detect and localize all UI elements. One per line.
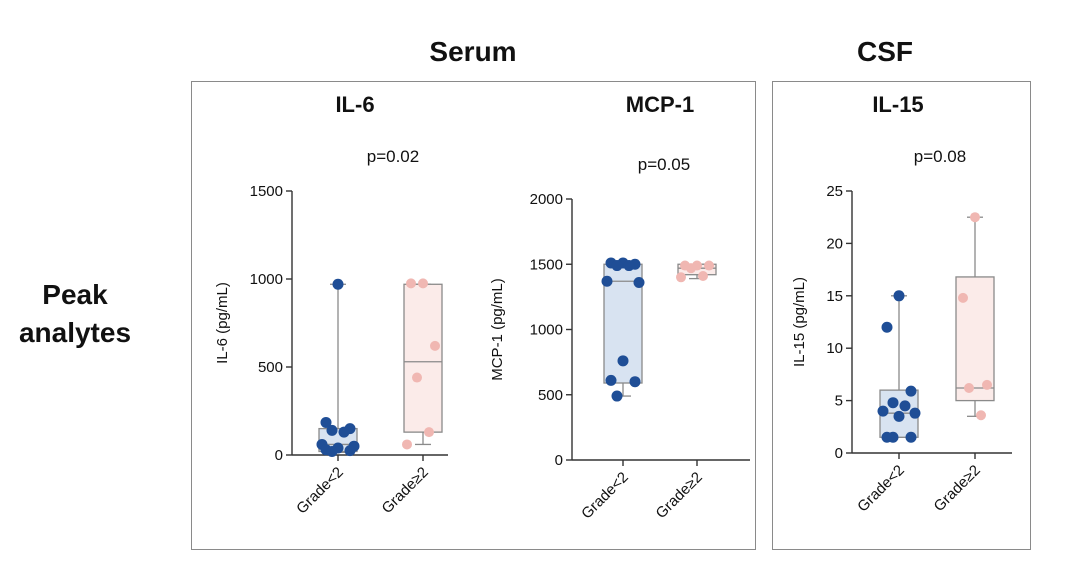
data-point <box>424 427 434 438</box>
data-point <box>877 405 889 417</box>
data-point <box>338 426 350 438</box>
data-point <box>406 278 416 289</box>
y-axis-label: IL-6 (pg/mL) <box>214 282 231 364</box>
data-point <box>676 272 686 283</box>
chart-title: IL-15 <box>872 92 923 117</box>
data-point <box>629 376 641 388</box>
chart-title: IL-6 <box>335 92 374 117</box>
box-grade-high <box>403 283 443 433</box>
y-tick-label: 500 <box>258 359 283 376</box>
data-point <box>887 397 899 409</box>
data-point <box>633 277 645 289</box>
y-tick-label: 0 <box>835 445 843 462</box>
chart-il-15: IL-15 p=0.08 0 5 10 15 20 25 IL-15 (pg/mL) Grade<… <box>791 92 1012 515</box>
data-point <box>605 374 617 386</box>
data-point <box>430 340 440 351</box>
x-tick-label: Grade<2 <box>854 462 908 516</box>
data-point <box>905 385 917 397</box>
data-point <box>611 260 623 272</box>
data-point <box>326 445 338 457</box>
data-point <box>418 278 428 289</box>
data-point <box>686 263 696 274</box>
p-value: p=0.05 <box>638 155 690 174</box>
data-point <box>412 372 422 383</box>
row-label-line2: analytes <box>18 317 132 348</box>
chart-title: MCP-1 <box>626 92 694 117</box>
y-tick-label: 5 <box>835 393 843 410</box>
y-tick-label: 20 <box>826 235 843 252</box>
y-tick-label: 1500 <box>530 256 563 273</box>
data-point <box>958 292 968 303</box>
data-point <box>970 212 980 223</box>
data-point <box>623 260 635 272</box>
chart-mcp-1: MCP-1 p=0.05 0 500 1000 1500 2000 MCP-1 (pg/mL)… <box>489 92 750 522</box>
x-tick-label: Grade≥2 <box>931 462 984 515</box>
x-tick-label: Grade≥2 <box>379 464 432 517</box>
y-tick-label: 0 <box>275 447 283 464</box>
row-label-line1: Peak <box>42 279 108 310</box>
data-point <box>320 416 332 428</box>
data-point <box>402 439 412 450</box>
y-tick-label: 0 <box>555 452 563 469</box>
y-tick-label: 500 <box>538 387 563 404</box>
data-point <box>332 278 344 290</box>
y-tick-label: 15 <box>826 288 843 305</box>
data-point <box>887 431 899 443</box>
y-axis-label: MCP-1 (pg/mL) <box>489 278 506 381</box>
data-point <box>982 379 992 390</box>
data-point <box>881 321 893 333</box>
p-value: p=0.08 <box>914 147 966 166</box>
data-point <box>899 400 911 412</box>
chart-il-6: IL-6 p=0.02 0 500 1000 1500 IL-6 (pg/mL) Grade<… <box>214 92 448 517</box>
data-point <box>617 355 629 367</box>
y-tick-label: 1500 <box>250 183 283 200</box>
data-point <box>909 407 921 419</box>
csf-panel-frame <box>772 81 1031 550</box>
y-tick-label: 2000 <box>530 191 563 208</box>
data-point <box>704 260 714 271</box>
serum-group-title: Serum <box>429 36 517 67</box>
data-point <box>893 290 905 302</box>
data-point <box>698 270 708 281</box>
data-point <box>976 410 986 421</box>
x-tick-label: Grade≥2 <box>653 469 706 522</box>
data-point <box>326 424 338 436</box>
data-point <box>893 410 905 422</box>
y-tick-label: 25 <box>826 183 843 200</box>
data-point <box>601 275 613 287</box>
serum-panel-frame <box>191 81 756 550</box>
p-value: p=0.02 <box>367 147 419 166</box>
y-tick-label: 1000 <box>250 271 283 288</box>
csf-group-title: CSF <box>857 36 913 67</box>
x-tick-label: Grade<2 <box>293 464 347 518</box>
data-point <box>964 383 974 394</box>
data-point <box>611 390 623 402</box>
y-tick-label: 1000 <box>530 322 563 339</box>
row-label: Peak analytes <box>0 276 150 352</box>
data-point <box>905 431 917 443</box>
y-axis-label: IL-15 (pg/mL) <box>791 277 808 367</box>
y-tick-label: 10 <box>826 340 843 357</box>
data-point <box>344 445 356 457</box>
x-tick-label: Grade<2 <box>578 469 632 523</box>
